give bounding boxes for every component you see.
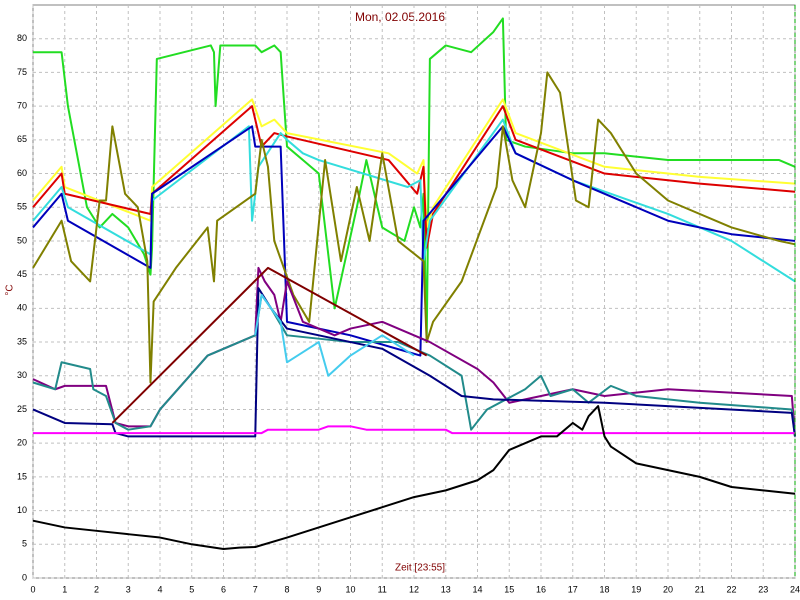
- y-tick-label: 30: [17, 370, 27, 380]
- x-tick-label: 18: [599, 584, 609, 594]
- x-tick-label: 9: [316, 584, 321, 594]
- y-tick-label: 35: [17, 336, 27, 346]
- x-tick-label: 8: [284, 584, 289, 594]
- x-tick-label: 1: [62, 584, 67, 594]
- x-tick-label: 11: [378, 584, 387, 594]
- series-line: [254, 293, 415, 377]
- x-tick-label: 20: [663, 584, 673, 594]
- x-tick-label: 24: [790, 584, 800, 594]
- x-tick-label: 21: [695, 584, 705, 594]
- series-line: [32, 293, 796, 437]
- y-tick-label: 80: [17, 33, 27, 43]
- x-tick-label: 12: [409, 584, 419, 594]
- x-tick-label: 3: [126, 584, 131, 594]
- x-tick-label: 15: [504, 584, 514, 594]
- x-tick-label: 23: [758, 584, 768, 594]
- x-tick-label: 7: [253, 584, 258, 594]
- y-tick-label: 45: [17, 269, 27, 279]
- series-line: [33, 425, 795, 435]
- series-line: [33, 17, 796, 344]
- y-tick-label: 65: [17, 134, 27, 144]
- x-tick-label: 4: [157, 584, 162, 594]
- x-tick-label: 14: [472, 584, 482, 594]
- y-tick-label: 5: [22, 539, 27, 549]
- y-tick-label: 60: [17, 168, 27, 178]
- x-tick-label: 0: [30, 584, 35, 594]
- chart-title: Mon, 02.05.2016: [355, 10, 445, 24]
- series-line: [32, 71, 796, 384]
- y-axis-title: °C: [5, 284, 16, 295]
- x-tick-label: 22: [726, 584, 736, 594]
- series-line: [32, 287, 796, 438]
- x-tick-label: 13: [441, 584, 451, 594]
- y-tick-label: 55: [17, 202, 27, 212]
- series-line: [111, 266, 428, 424]
- x-tick-label: 10: [345, 584, 355, 594]
- series-line: [32, 266, 796, 437]
- x-axis-title: Zeit [23:55]: [395, 563, 445, 574]
- y-tick-label: 10: [17, 505, 27, 515]
- x-tick-label: 16: [536, 584, 546, 594]
- x-tick-label: 19: [631, 584, 641, 594]
- y-tick-label: 20: [17, 438, 27, 448]
- y-tick-label: 15: [17, 471, 27, 481]
- series-line: [32, 105, 796, 249]
- series-line: [32, 405, 796, 551]
- y-tick-label: 50: [17, 235, 27, 245]
- x-tick-label: 17: [568, 584, 578, 594]
- x-tick-label: 5: [189, 584, 194, 594]
- x-tick-label: 6: [221, 584, 226, 594]
- y-tick-label: 25: [17, 404, 27, 414]
- y-tick-label: 75: [17, 67, 27, 77]
- y-tick-label: 70: [17, 100, 27, 110]
- x-tick-label: 2: [94, 584, 99, 594]
- y-tick-label: 40: [17, 303, 27, 313]
- y-tick-label: 0: [22, 572, 27, 582]
